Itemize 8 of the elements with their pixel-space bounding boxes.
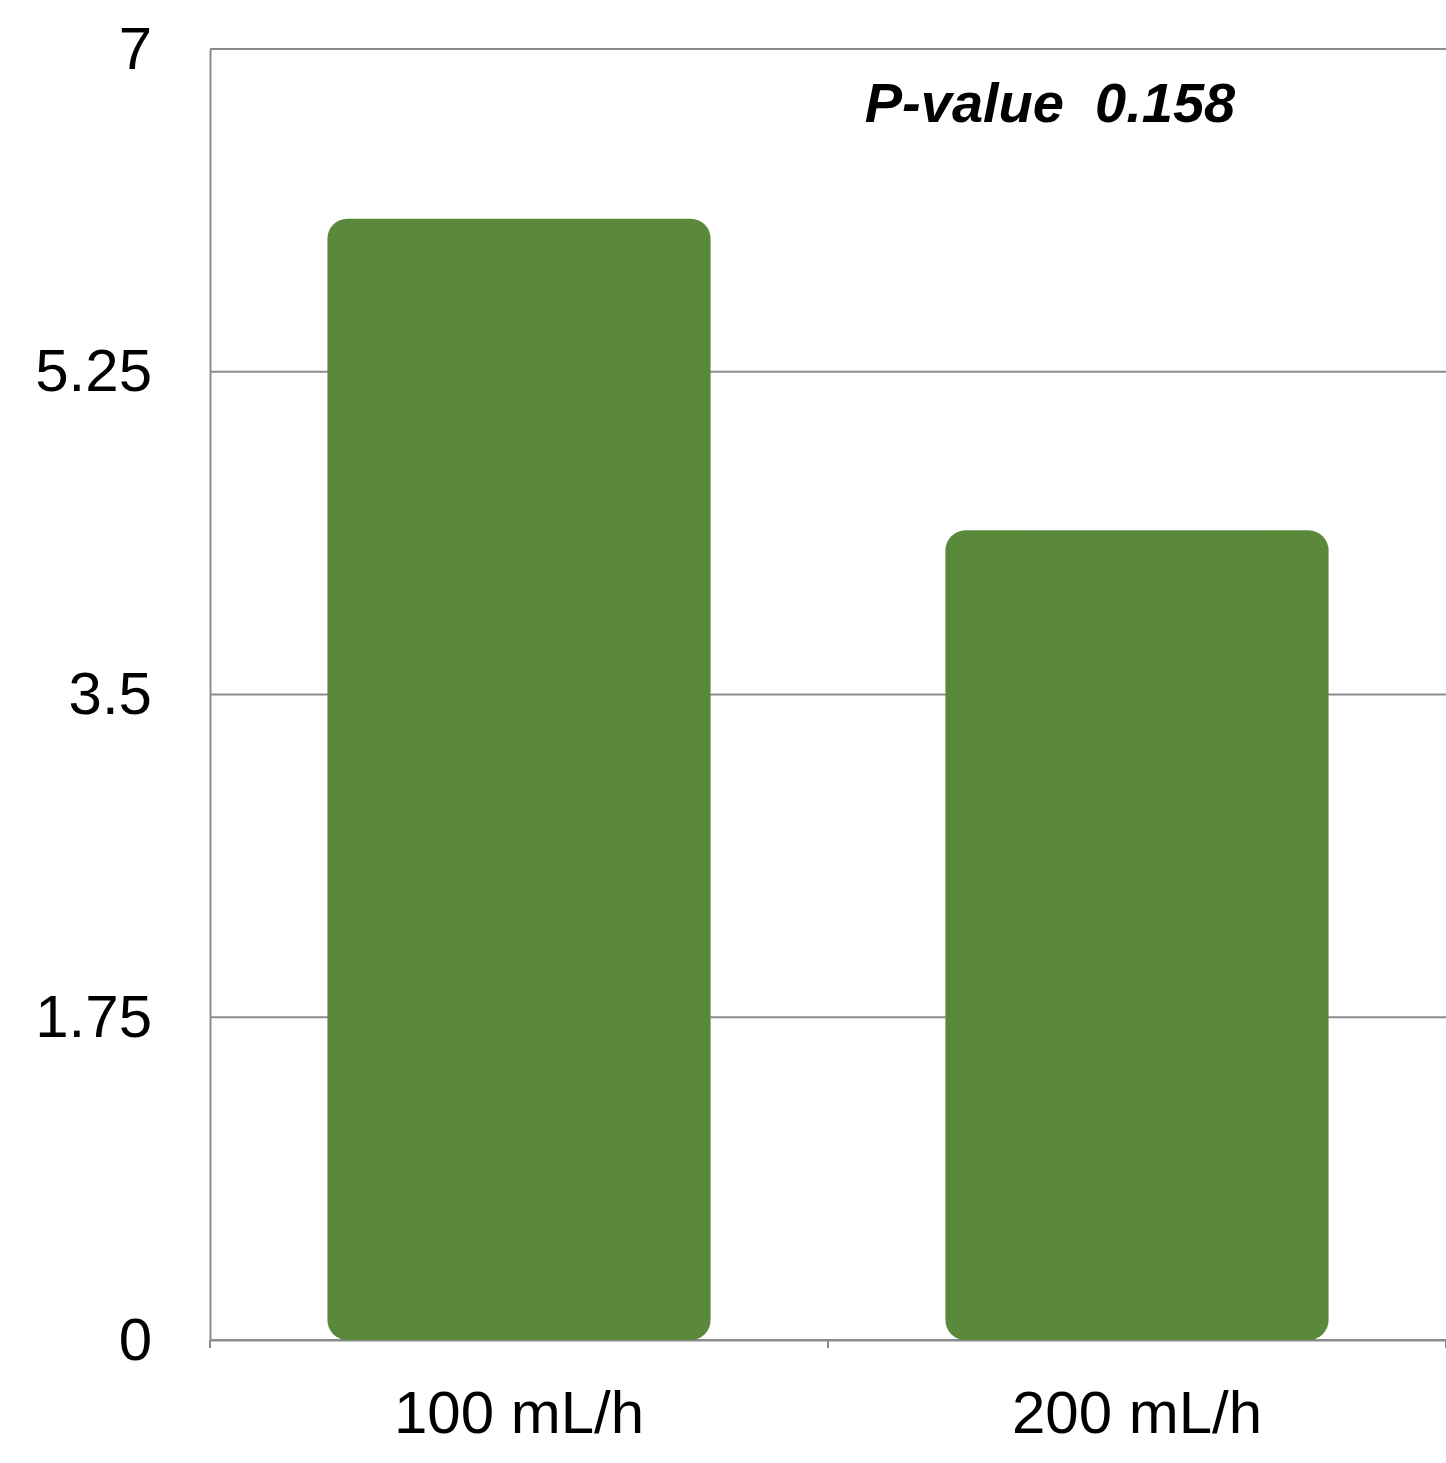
x-tick-label: 200 mL/h [1011,1378,1263,1446]
y-tick-label: 5.25 [35,337,152,405]
y-tick-label: 0 [118,1305,152,1373]
y-tick-label: 3.5 [68,660,152,728]
x-tick-label: 100 mL/h [393,1378,645,1446]
y-tick-label: 1.75 [35,982,152,1050]
annotation: P-value 0.158 [864,71,1237,134]
y-tick-label: 7 [118,14,152,82]
